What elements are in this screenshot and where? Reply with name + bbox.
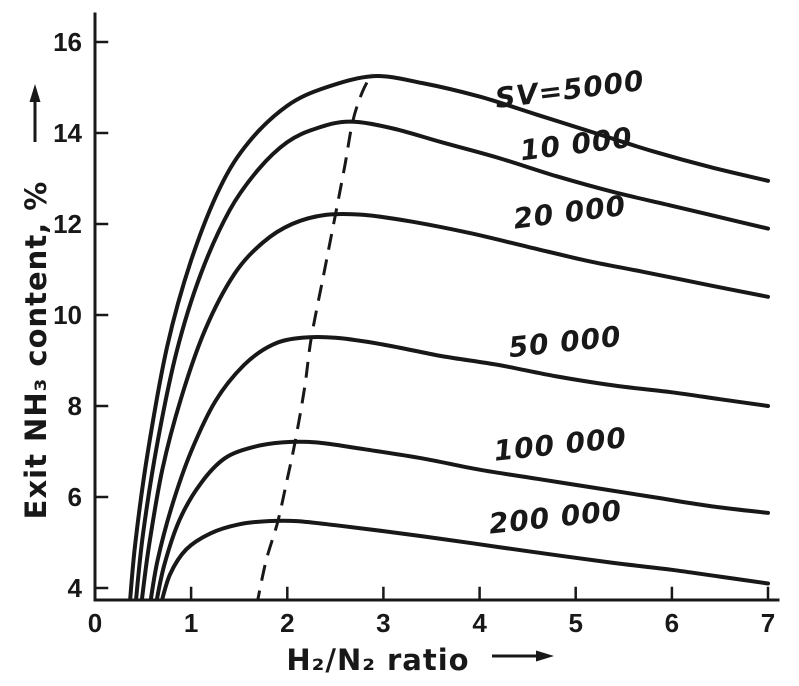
x-axis-arrow xyxy=(492,650,554,662)
plot-curves xyxy=(128,74,770,600)
y-tick-label: 14 xyxy=(53,118,82,148)
curve-label-sv-200000: 200 000 xyxy=(487,494,623,541)
curve-label-sv-20000: 20 000 xyxy=(512,189,628,236)
curve-sv-5000 xyxy=(128,74,770,600)
y-tick-label: 12 xyxy=(53,209,82,239)
curve-sv-100000 xyxy=(154,439,770,600)
curve-label-sv-100000: 100 000 xyxy=(492,421,628,468)
curve-label-sv-50000: 50 000 xyxy=(507,320,623,365)
y-tick-label: 4 xyxy=(68,573,83,603)
curve-sv-20000 xyxy=(139,211,770,600)
curve-sv-10000 xyxy=(134,119,770,600)
curve-label-sv-5000: SV=5000 xyxy=(493,64,646,115)
x-tick-label: 4 xyxy=(472,608,487,638)
y-tick-label: 16 xyxy=(53,27,82,57)
y-axis-arrow xyxy=(29,84,41,142)
x-tick-label: 6 xyxy=(665,608,679,638)
x-tick-label: 0 xyxy=(88,608,102,638)
y-tick-label: 6 xyxy=(68,482,82,512)
x-tick-label: 7 xyxy=(761,608,775,638)
curve-sv-50000 xyxy=(148,334,770,600)
x-tick-label: 5 xyxy=(568,608,582,638)
y-axis-title: Exit NH₃ content, % xyxy=(19,181,53,520)
axes xyxy=(93,12,780,602)
y-tick-label: 10 xyxy=(53,300,82,330)
x-tick-label: 1 xyxy=(184,608,198,638)
y-tick-label: 8 xyxy=(68,391,82,421)
x-tick-label: 2 xyxy=(280,608,294,638)
x-tick-label: 3 xyxy=(376,608,390,638)
curve-sv-200000 xyxy=(159,518,770,600)
maxima-dashed-line xyxy=(256,73,374,600)
x-axis-title: H₂/N₂ ratio xyxy=(286,643,469,677)
curve-label-sv-10000: 10 000 xyxy=(518,121,634,168)
